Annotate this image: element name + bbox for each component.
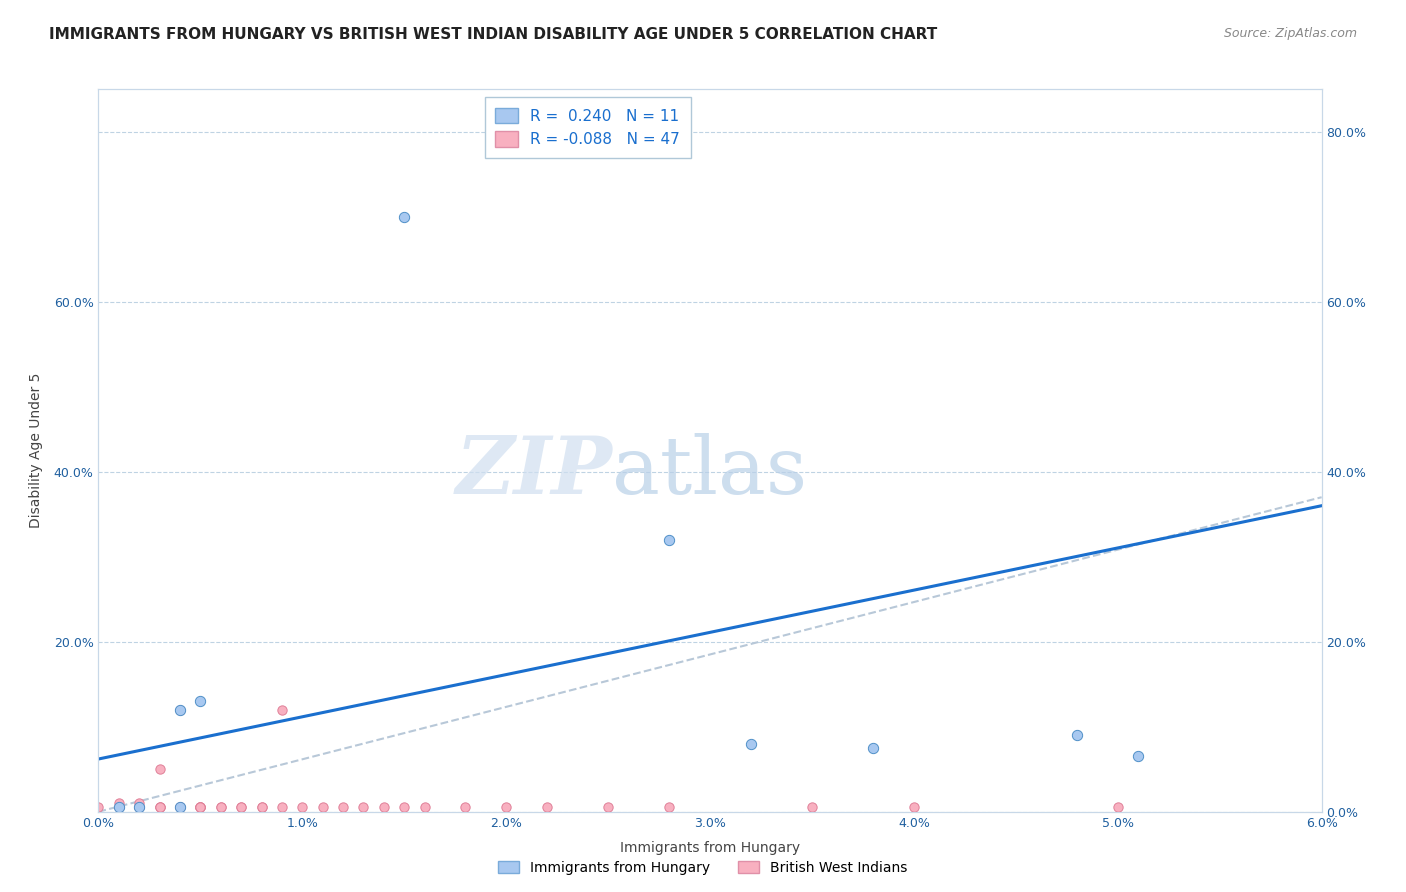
Point [128, 800, 150, 814]
Point [169, 800, 191, 814]
Point [188, 800, 212, 814]
Point [209, 800, 232, 814]
Point [270, 703, 292, 717]
Point [291, 800, 314, 814]
Point [128, 796, 150, 810]
Point [311, 800, 335, 814]
Y-axis label: Disability Age Under 5: Disability Age Under 5 [28, 373, 42, 528]
Point [1066, 728, 1088, 742]
Point [149, 800, 172, 814]
Point [392, 800, 416, 814]
Point [332, 800, 354, 814]
Text: ZIP: ZIP [456, 434, 612, 511]
Point [108, 800, 131, 814]
Point [128, 800, 150, 814]
Point [740, 737, 762, 751]
Legend: Immigrants from Hungary, British West Indians: Immigrants from Hungary, British West In… [494, 855, 912, 880]
Legend: R =  0.240   N = 11, R = -0.088   N = 47: R = 0.240 N = 11, R = -0.088 N = 47 [485, 97, 690, 158]
Point [169, 800, 191, 814]
Point [149, 762, 172, 776]
Point [598, 800, 620, 814]
Point [188, 694, 212, 708]
Point [188, 800, 212, 814]
Point [392, 210, 416, 224]
Point [903, 800, 925, 814]
Point [1128, 749, 1150, 764]
Point [149, 800, 172, 814]
Point [270, 800, 292, 814]
Point [188, 800, 212, 814]
Point [128, 800, 150, 814]
Point [454, 800, 477, 814]
Point [108, 800, 131, 814]
Point [169, 800, 191, 814]
Point [128, 800, 150, 814]
Point [128, 800, 150, 814]
Text: Source: ZipAtlas.com: Source: ZipAtlas.com [1223, 27, 1357, 40]
Point [169, 800, 191, 814]
Point [149, 800, 172, 814]
Point [536, 800, 558, 814]
Point [352, 800, 374, 814]
Text: IMMIGRANTS FROM HUNGARY VS BRITISH WEST INDIAN DISABILITY AGE UNDER 5 CORRELATIO: IMMIGRANTS FROM HUNGARY VS BRITISH WEST … [49, 27, 938, 42]
Point [801, 800, 824, 814]
Text: atlas: atlas [612, 434, 807, 511]
Point [1107, 800, 1129, 814]
X-axis label: Immigrants from Hungary: Immigrants from Hungary [620, 840, 800, 855]
Point [231, 800, 253, 814]
Point [658, 533, 681, 547]
Point [169, 703, 191, 717]
Point [108, 796, 131, 810]
Point [658, 800, 681, 814]
Point [413, 800, 436, 814]
Point [188, 800, 212, 814]
Point [209, 800, 232, 814]
Point [108, 800, 131, 814]
Point [495, 800, 517, 814]
Point [169, 800, 191, 814]
Point [862, 741, 884, 756]
Point [87, 800, 110, 814]
Point [373, 800, 395, 814]
Point [108, 800, 131, 814]
Point [188, 800, 212, 814]
Point [250, 800, 273, 814]
Point [169, 703, 191, 717]
Point [250, 800, 273, 814]
Point [231, 800, 253, 814]
